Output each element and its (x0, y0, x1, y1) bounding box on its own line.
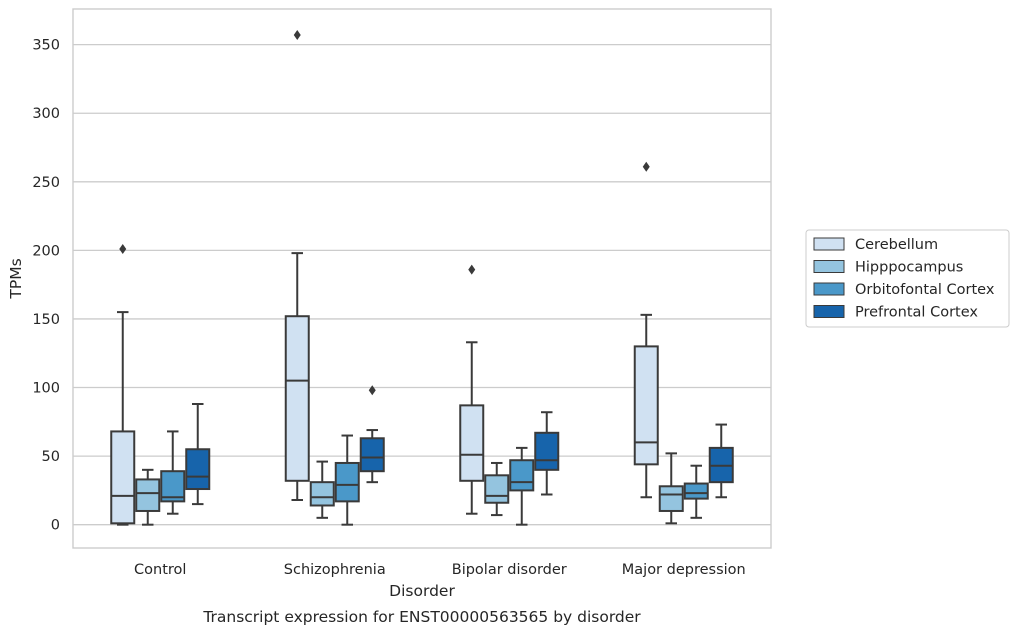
box-iqr (309, 481, 335, 507)
box-iqr (633, 345, 659, 466)
box-iqr (334, 461, 360, 503)
box-iqr (185, 448, 211, 491)
legend-label: Orbitofontal Cortex (855, 282, 995, 298)
legend-frame (805, 229, 1010, 328)
box-prefrontal-cortex-schizophrenia (359, 385, 385, 484)
box-iqr (683, 482, 709, 500)
box-iqr (459, 404, 485, 482)
box-orbitofontal-cortex-major-depression (683, 464, 709, 519)
legend-entry-orbitofontal-cortex: Orbitofontal Cortex (813, 282, 995, 298)
x-tick-label-bipolar-disorder: Bipolar disorder (452, 562, 567, 578)
box-iqr (509, 459, 535, 492)
legend-entry-cerebellum: Cerebellum (813, 237, 938, 253)
legend-swatch (813, 237, 845, 251)
box-hipppocampus-control (135, 468, 161, 526)
box-cerebellum-major-depression (633, 161, 659, 499)
outlier-point (468, 264, 476, 275)
y-tick-label-250: 250 (32, 175, 60, 191)
box-iqr (284, 315, 310, 482)
legend-entry-prefrontal-cortex: Prefrontal Cortex (813, 305, 978, 321)
legend-swatch (813, 260, 845, 273)
box-iqr (359, 437, 385, 473)
x-tick-label-control: Control (134, 562, 186, 578)
box-iqr (110, 430, 136, 525)
box-cerebellum-control (110, 244, 136, 526)
box-hipppocampus-schizophrenia (309, 460, 335, 519)
box-cerebellum-bipolar-disorder (459, 264, 485, 515)
box-orbitofontal-cortex-bipolar-disorder (509, 446, 535, 526)
box-prefrontal-cortex-bipolar-disorder (534, 411, 560, 496)
y-tick-label-0: 0 (51, 518, 60, 534)
box-iqr (135, 478, 161, 512)
plot-area-frame (72, 8, 772, 549)
legend-label: Hipppocampus (855, 260, 963, 276)
y-tick-label-200: 200 (32, 243, 60, 259)
y-tick-label-100: 100 (32, 381, 60, 397)
y-tick-label-300: 300 (32, 106, 60, 122)
outlier-point (119, 244, 127, 255)
x-tick-labels: Control Schizophrenia Bipolar disorder Majo… (134, 562, 746, 578)
legend-swatch (813, 305, 845, 318)
box-prefrontal-cortex-control (185, 402, 211, 506)
outlier-point (368, 385, 376, 396)
legend-entry-hipppocampus: Hipppocampus (813, 260, 963, 276)
outlier-point (293, 30, 301, 41)
box-iqr (658, 485, 684, 512)
outlier-point (642, 161, 650, 172)
box-iqr (160, 470, 186, 503)
y-tick-label-50: 50 (42, 449, 60, 465)
box-orbitofontal-cortex-control (160, 430, 186, 515)
y-tick-label-150: 150 (32, 312, 60, 328)
y-axis-label: TPMs (7, 258, 25, 299)
legend-label: Prefrontal Cortex (855, 305, 978, 321)
chart-caption: Transcript expression for ENST0000056356… (202, 608, 641, 626)
box-hipppocampus-bipolar-disorder (484, 461, 510, 517)
x-tick-label-schizophrenia: Schizophrenia (284, 562, 386, 578)
x-axis-label: Disorder (389, 582, 455, 600)
y-tick-labels: 0 50 100 150 200 250 300 350 (32, 38, 60, 534)
box-hipppocampus-major-depression (658, 452, 684, 525)
box-iqr (534, 431, 560, 471)
legend: Cerebellum Hipppocampus Orbitofontal Corte… (805, 229, 1010, 328)
legend-label: Cerebellum (855, 237, 938, 253)
box-iqr (484, 474, 510, 504)
box-orbitofontal-cortex-schizophrenia (334, 434, 360, 526)
legend-swatch (813, 282, 845, 296)
x-tick-label-major-depression: Major depression (622, 562, 746, 578)
box-plots (110, 30, 734, 526)
box-cerebellum-schizophrenia (284, 30, 310, 501)
y-tick-label-350: 350 (32, 38, 60, 54)
box-prefrontal-cortex-major-depression (708, 423, 734, 499)
